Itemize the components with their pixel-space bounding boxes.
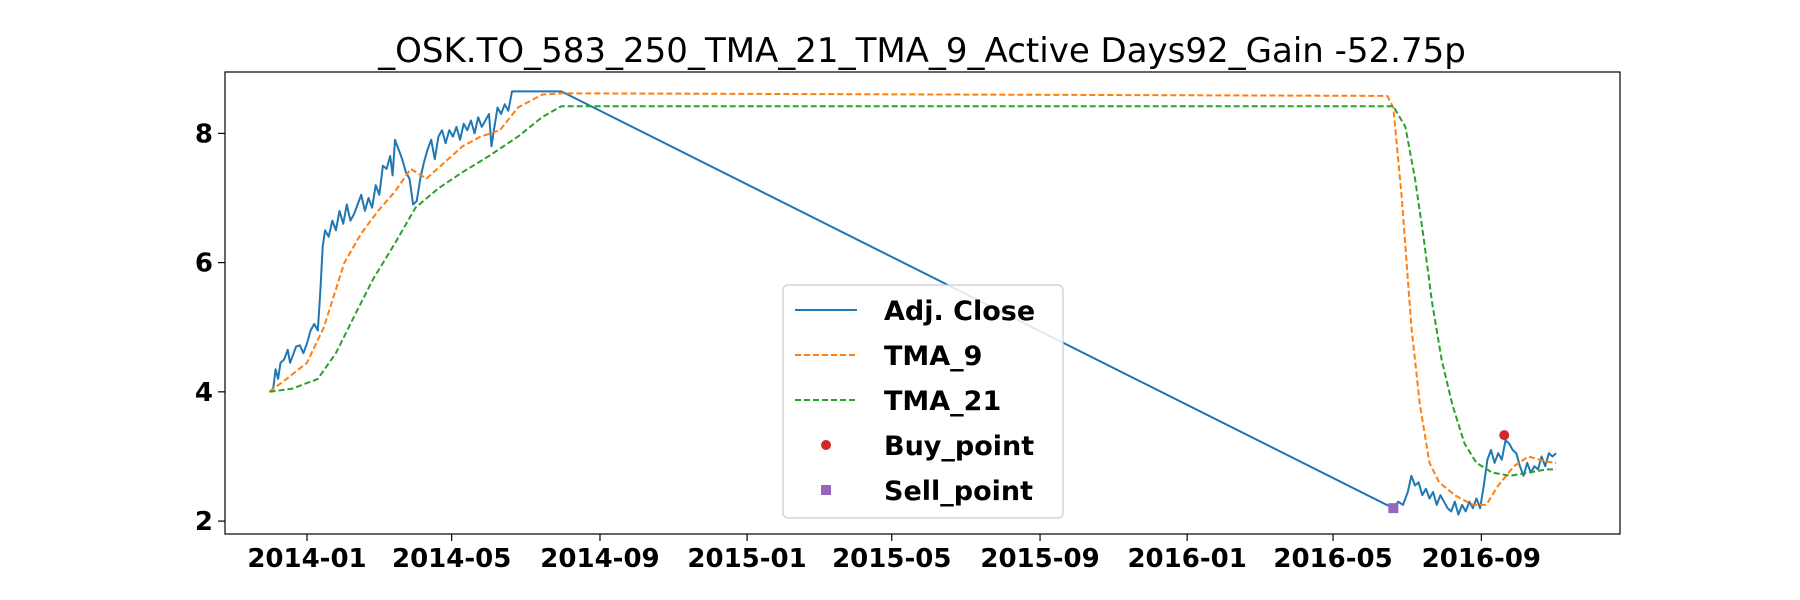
legend-label-adj-close: Adj. Close [884,296,1035,327]
x-tick-label: 2015-09 [980,544,1099,574]
x-tick-label: 2015-05 [832,544,951,574]
x-tick-label: 2016-09 [1422,544,1541,574]
x-tick-label: 2016-01 [1127,544,1246,574]
series-layer [268,90,1557,516]
sell-point-marker [1388,503,1399,514]
x-tick-label: 2016-05 [1273,544,1392,574]
series-line-adj-close [268,90,1557,516]
legend-frame [782,284,1064,519]
y-tick-label: 4 [195,378,213,408]
x-tick-label: 2015-01 [687,544,806,574]
legend-label-tma-9: TMA_9 [884,341,982,372]
x-axis: 2014-01 2014-05 2014-09 2015-01 2015-05 2015-… [247,534,1541,574]
plot-frame [224,71,1621,535]
y-tick-label: 2 [195,507,213,537]
legend-label-sell-point: Sell_point [884,476,1033,507]
legend-label-buy-point: Buy_point [884,431,1034,462]
legend-handle-buy-point [821,440,831,450]
x-tick-label: 2014-09 [540,544,659,574]
legend-label-tma-21: TMA_21 [884,386,1001,417]
chart-title: _OSK.TO_583_250_TMA_21_TMA_9_Active Days… [377,31,1466,71]
y-tick-label: 6 [195,249,213,279]
marker-layer [1388,430,1510,514]
y-tick-label: 8 [195,119,213,149]
y-axis: 2 4 6 8 [195,119,225,537]
legend: Adj. Close TMA_9 TMA_21 Buy_point Sell_point [782,284,1064,519]
x-tick-label: 2014-05 [392,544,511,574]
buy-point-marker [1499,430,1510,441]
legend-handle-sell-point [821,485,831,495]
x-tick-label: 2014-01 [247,544,366,574]
series-line-tma-21 [269,105,1557,477]
series-line-tma-9 [268,92,1557,506]
